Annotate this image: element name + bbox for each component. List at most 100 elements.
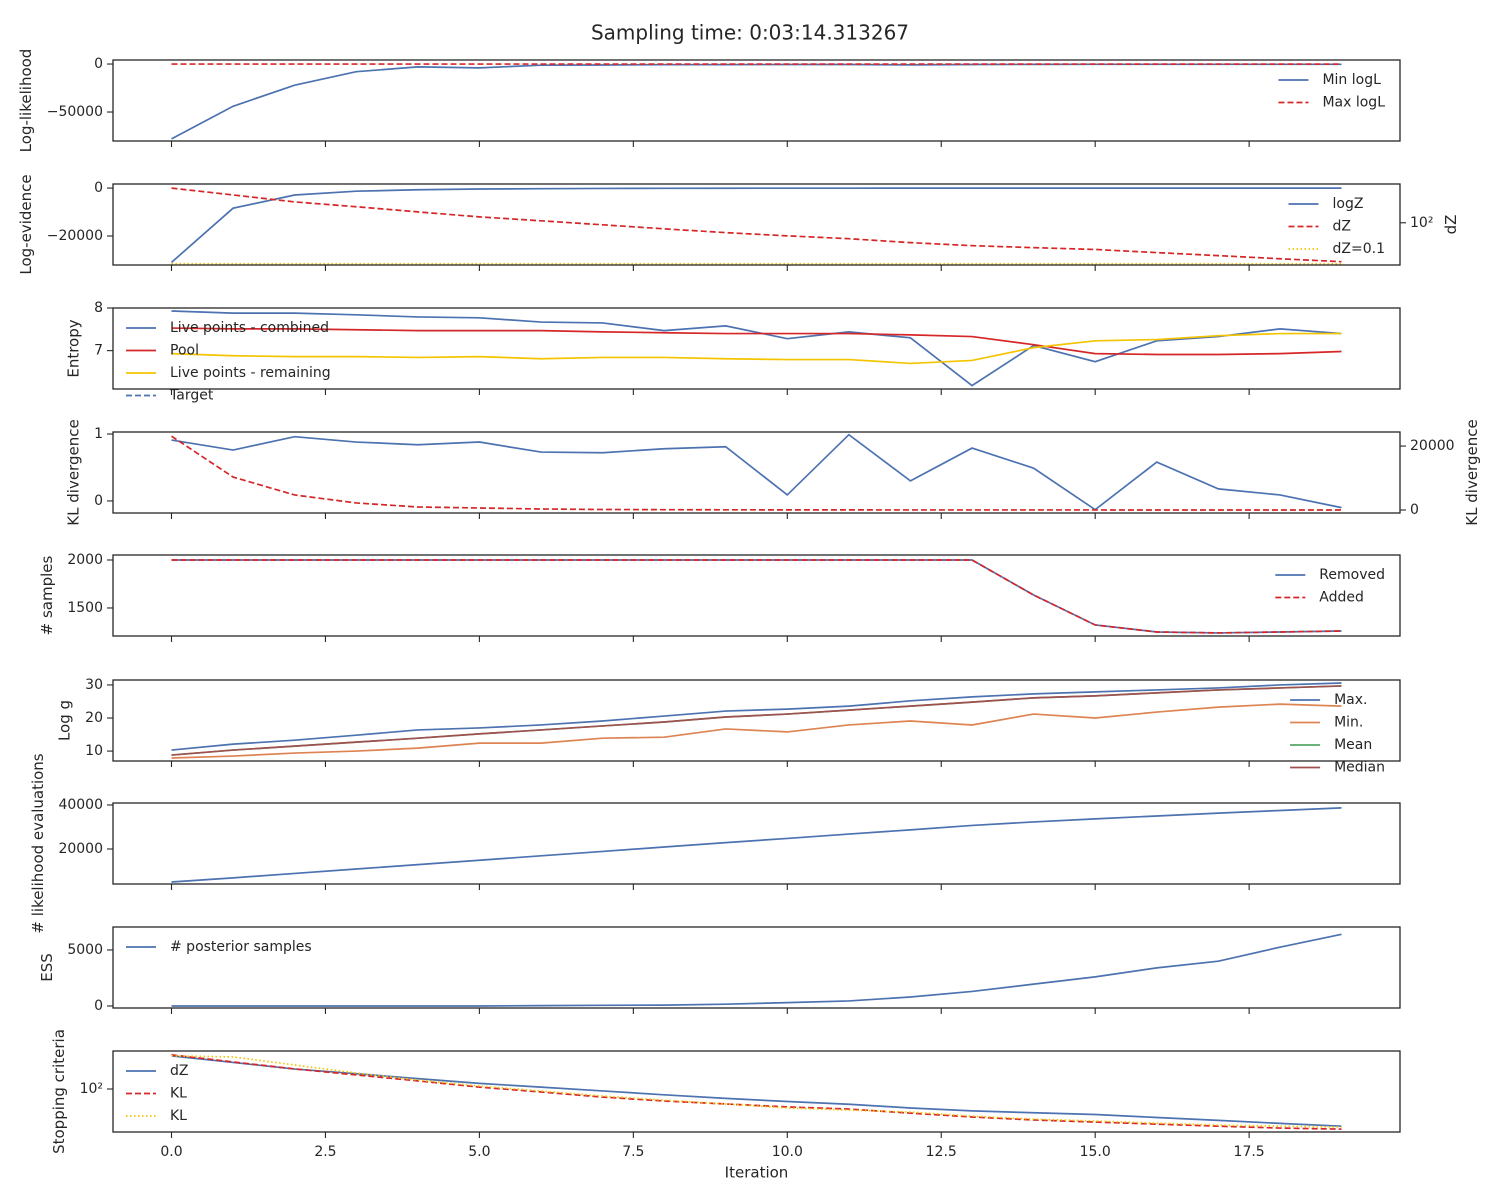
legend: logZ dZ dZ=0.1 bbox=[1288, 196, 1385, 257]
legend-label: logZ bbox=[1333, 196, 1364, 212]
x-tick-label: 10.0 bbox=[772, 1144, 803, 1160]
y-axis-label: Log-likelihood bbox=[17, 49, 35, 153]
plot-frame bbox=[112, 307, 1401, 390]
series-line bbox=[171, 1055, 1342, 1128]
panel: 0.0 2.5 5.0 7.5 10.0 12.5 15.0 17.5 Iteration 10²… bbox=[50, 1029, 1401, 1182]
y-tick-label: 20 bbox=[85, 710, 103, 726]
plot-frame bbox=[112, 59, 1401, 142]
legend: Max. Min. Mean Median bbox=[1290, 692, 1385, 776]
y-axis-label: ESS bbox=[38, 953, 56, 982]
series-line bbox=[171, 559, 1342, 634]
y-tick-label: 2000 bbox=[67, 552, 103, 568]
panel: 10 20 30 Log g Max. Min. Mean Median bbox=[56, 677, 1401, 776]
plot-frame bbox=[112, 926, 1401, 1009]
series-line bbox=[171, 806, 1342, 883]
legend-label: dZ=0.1 bbox=[1333, 241, 1385, 257]
y-axis-label: # likelihood evaluations bbox=[29, 753, 47, 933]
y-axis-label: Log g bbox=[56, 700, 74, 741]
legend-label: # posterior samples bbox=[170, 939, 312, 955]
x-axis-label: Iteration bbox=[725, 1164, 789, 1182]
y-tick-label: 5000 bbox=[67, 942, 103, 958]
panel: 0 5000 ESS # posterior samples bbox=[38, 926, 1401, 1014]
legend-label: Target bbox=[169, 388, 214, 404]
panel: 0 −50000 Log-likelihood Min logL Max logL bbox=[17, 49, 1401, 153]
y-tick-label: 40000 bbox=[58, 797, 103, 813]
series-line bbox=[171, 933, 1342, 1007]
legend-label: Mean bbox=[1334, 737, 1372, 753]
y-axis-label: KL divergence bbox=[65, 419, 83, 525]
y-tick-label: 20000 bbox=[58, 841, 103, 857]
series-line bbox=[170, 187, 1342, 263]
x-tick-label: 12.5 bbox=[926, 1144, 957, 1160]
series-line bbox=[171, 435, 1342, 511]
y-tick-label: −50000 bbox=[47, 104, 103, 120]
x-tick-label: 15.0 bbox=[1080, 1144, 1111, 1160]
y-axis-label: Entropy bbox=[65, 319, 83, 377]
legend-label: dZ bbox=[170, 1063, 188, 1079]
y-tick-label: 10² bbox=[1410, 215, 1433, 231]
series-line bbox=[171, 327, 1342, 356]
legend-label: KL bbox=[170, 1108, 187, 1124]
y-tick-label: 1 bbox=[94, 426, 103, 442]
plot-frame bbox=[112, 1050, 1401, 1133]
y2-axis-label: KL divergence bbox=[1463, 419, 1481, 525]
legend-label: Median bbox=[1334, 760, 1385, 776]
figure-title: Sampling time: 0:03:14.313267 bbox=[591, 21, 909, 45]
y-tick-label: −20000 bbox=[47, 228, 103, 244]
panel: 0 −20000 Log-evidence 10² dZ logZ dZ dZ=0.1 bbox=[17, 174, 1460, 274]
y-tick-label: 30 bbox=[85, 677, 103, 693]
y-axis-label: Stopping criteria bbox=[50, 1029, 68, 1154]
series-line bbox=[171, 187, 1342, 263]
series-line bbox=[171, 310, 1342, 387]
y-tick-label: 0 bbox=[94, 56, 103, 72]
y-tick-label: 10 bbox=[85, 743, 103, 759]
y-axis-label: Log-evidence bbox=[17, 174, 35, 274]
x-tick-label: 0.0 bbox=[160, 1144, 182, 1160]
legend: # posterior samples bbox=[126, 939, 312, 955]
plot-frame bbox=[112, 431, 1401, 514]
legend-label: Max. bbox=[1334, 692, 1367, 708]
legend: Live points - combined Pool Live points - … bbox=[126, 320, 331, 404]
legend-label: Pool bbox=[170, 343, 199, 359]
panel: 0 1 KL divergence 0 20000 KL divergence bbox=[65, 419, 1481, 525]
legend: Removed Added bbox=[1275, 567, 1385, 606]
legend-label: Max logL bbox=[1322, 95, 1385, 111]
y-tick-label: 10² bbox=[80, 1081, 103, 1097]
series-line bbox=[171, 332, 1342, 365]
legend-label: Min. bbox=[1334, 715, 1363, 731]
series-line bbox=[171, 703, 1342, 759]
y-tick-label: 0 bbox=[94, 493, 103, 509]
legend-label: Live points - combined bbox=[170, 320, 329, 336]
legend-label: Added bbox=[1319, 590, 1364, 606]
panel: 1500 2000 # samples Removed Added bbox=[38, 552, 1401, 642]
legend: dZ KL KL bbox=[126, 1063, 188, 1124]
x-tick-label: 17.5 bbox=[1234, 1144, 1265, 1160]
y-axis-label: # samples bbox=[38, 555, 56, 635]
legend-label: Min logL bbox=[1322, 72, 1381, 88]
legend-label: dZ bbox=[1333, 219, 1351, 235]
plot-frame bbox=[112, 183, 1401, 266]
legend-label: Removed bbox=[1319, 567, 1385, 583]
y-tick-label: 8 bbox=[94, 300, 103, 316]
series-line bbox=[171, 433, 1342, 511]
x-tick-label: 7.5 bbox=[622, 1144, 644, 1160]
legend-label: KL bbox=[170, 1086, 187, 1102]
plot-frame bbox=[112, 554, 1401, 637]
series-line bbox=[171, 682, 1342, 751]
y2-axis-label: dZ bbox=[1442, 215, 1460, 235]
y-tick-label: 7 bbox=[94, 343, 103, 359]
series-line bbox=[171, 1054, 1342, 1130]
x-tick-label: 5.0 bbox=[468, 1144, 490, 1160]
y-tick-label: 0 bbox=[94, 180, 103, 196]
panel: 20000 40000 # likelihood evaluations bbox=[29, 753, 1401, 934]
series-line bbox=[171, 685, 1342, 756]
legend: Min logL Max logL bbox=[1278, 72, 1385, 111]
plot-frame bbox=[112, 802, 1401, 885]
y-tick-label: 0 bbox=[1410, 502, 1419, 518]
plot-frame bbox=[112, 679, 1401, 762]
y-tick-label: 1500 bbox=[67, 600, 103, 616]
